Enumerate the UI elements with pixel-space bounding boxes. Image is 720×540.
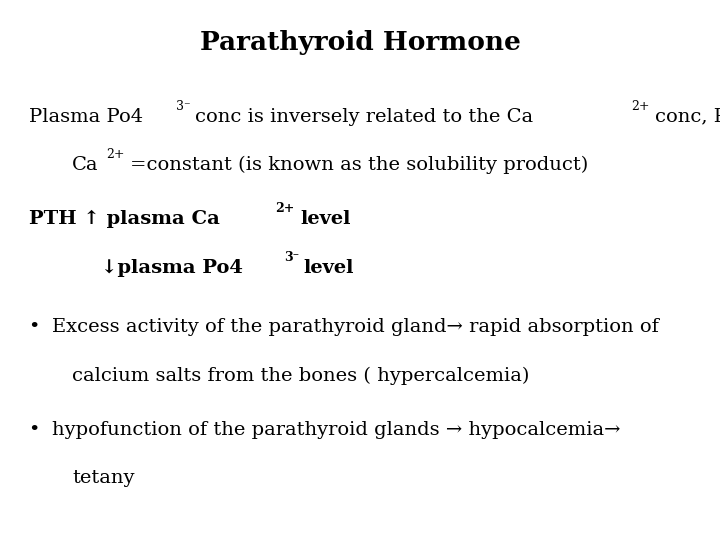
Text: tetany: tetany bbox=[72, 469, 135, 487]
Text: •: • bbox=[29, 318, 46, 336]
Text: level: level bbox=[300, 210, 351, 228]
Text: conc is inversely related to the Ca: conc is inversely related to the Ca bbox=[195, 107, 533, 125]
Text: level: level bbox=[304, 259, 354, 276]
Text: calcium salts from the bones ( hypercalcemia): calcium salts from the bones ( hypercalc… bbox=[72, 367, 529, 384]
Text: ↓plasma Po4: ↓plasma Po4 bbox=[101, 259, 243, 276]
Text: 3⁻: 3⁻ bbox=[284, 251, 299, 264]
Text: 2+: 2+ bbox=[106, 148, 125, 161]
Text: Parathyroid Hormone: Parathyroid Hormone bbox=[199, 30, 521, 55]
Text: Ca: Ca bbox=[72, 156, 99, 174]
Text: hypofunction of the parathyroid glands → hypocalcemia→: hypofunction of the parathyroid glands →… bbox=[52, 421, 620, 438]
Text: PTH ↑ plasma Ca: PTH ↑ plasma Ca bbox=[29, 210, 220, 228]
Text: •: • bbox=[29, 421, 46, 438]
Text: conc, Po4: conc, Po4 bbox=[655, 107, 720, 125]
Text: 3⁻: 3⁻ bbox=[176, 99, 191, 113]
Text: 2+: 2+ bbox=[275, 202, 294, 215]
Text: Plasma Po4: Plasma Po4 bbox=[29, 107, 143, 125]
Text: =constant (is known as the solubility product): =constant (is known as the solubility pr… bbox=[130, 156, 588, 174]
Text: 2+: 2+ bbox=[631, 99, 649, 113]
Text: Excess activity of the parathyroid gland→ rapid absorption of: Excess activity of the parathyroid gland… bbox=[52, 318, 658, 336]
